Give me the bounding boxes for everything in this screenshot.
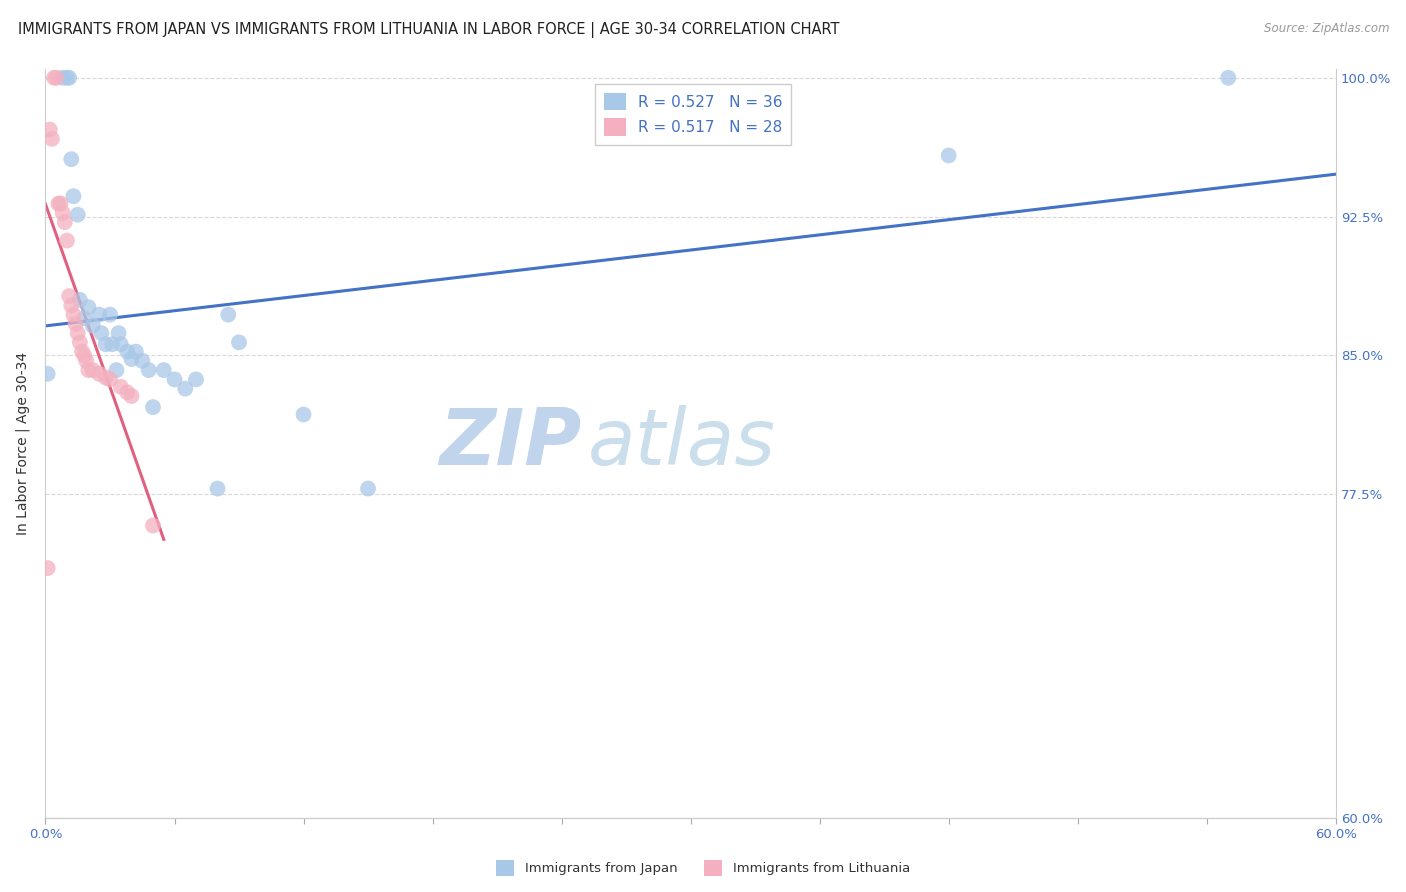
Point <box>49 196 72 211</box>
Point <box>58 70 80 85</box>
Legend: R = 0.527   N = 36, R = 0.517   N = 28: R = 0.527 N = 36, R = 0.517 N = 28 <box>595 84 792 145</box>
Point <box>142 400 165 414</box>
Point <box>73 311 96 326</box>
Point <box>94 370 117 384</box>
Point <box>41 132 63 146</box>
Point <box>73 348 96 362</box>
Point <box>938 148 960 162</box>
Point <box>98 372 121 386</box>
Point <box>45 70 67 85</box>
Point <box>89 308 111 322</box>
Point <box>38 122 60 136</box>
Point <box>56 70 79 85</box>
Point <box>94 337 117 351</box>
Point <box>52 70 75 85</box>
Point <box>77 300 100 314</box>
Point <box>62 308 84 322</box>
Point <box>110 337 132 351</box>
Point <box>70 344 93 359</box>
Point <box>37 367 59 381</box>
Point <box>48 196 70 211</box>
Point <box>66 326 89 340</box>
Point <box>62 189 84 203</box>
Y-axis label: In Labor Force | Age 30-34: In Labor Force | Age 30-34 <box>15 351 30 535</box>
Point <box>174 382 197 396</box>
Point <box>60 298 83 312</box>
Point <box>217 308 239 322</box>
Point <box>110 380 132 394</box>
Point <box>121 351 143 366</box>
Point <box>105 363 128 377</box>
Point <box>142 518 165 533</box>
Point <box>152 363 174 377</box>
Point <box>138 363 160 377</box>
Point <box>89 367 111 381</box>
Point <box>52 206 75 220</box>
Point <box>207 482 229 496</box>
Point <box>42 70 65 85</box>
Point <box>60 152 83 166</box>
Point <box>56 234 79 248</box>
Point <box>98 308 121 322</box>
Point <box>228 335 250 350</box>
Point <box>184 372 207 386</box>
Point <box>121 389 143 403</box>
Point <box>58 289 80 303</box>
Point <box>66 208 89 222</box>
Point <box>115 385 138 400</box>
Point <box>163 372 186 386</box>
Point <box>65 317 87 331</box>
Point <box>1218 70 1240 85</box>
Point <box>37 561 59 575</box>
Text: Source: ZipAtlas.com: Source: ZipAtlas.com <box>1264 22 1389 36</box>
Text: atlas: atlas <box>588 405 775 481</box>
Legend: Immigrants from Japan, Immigrants from Lithuania: Immigrants from Japan, Immigrants from L… <box>491 855 915 881</box>
Point <box>77 363 100 377</box>
Text: ZIP: ZIP <box>439 405 581 481</box>
Point <box>107 326 129 340</box>
Point <box>53 215 76 229</box>
Point <box>125 344 148 359</box>
Point <box>115 344 138 359</box>
Point <box>82 363 104 377</box>
Point <box>69 335 91 350</box>
Point <box>101 337 124 351</box>
Text: IMMIGRANTS FROM JAPAN VS IMMIGRANTS FROM LITHUANIA IN LABOR FORCE | AGE 30-34 CO: IMMIGRANTS FROM JAPAN VS IMMIGRANTS FROM… <box>18 22 839 38</box>
Point <box>357 482 380 496</box>
Point <box>69 293 91 307</box>
Point <box>292 408 315 422</box>
Point <box>82 318 104 333</box>
Point <box>75 354 97 368</box>
Point <box>90 326 112 340</box>
Point <box>131 354 153 368</box>
